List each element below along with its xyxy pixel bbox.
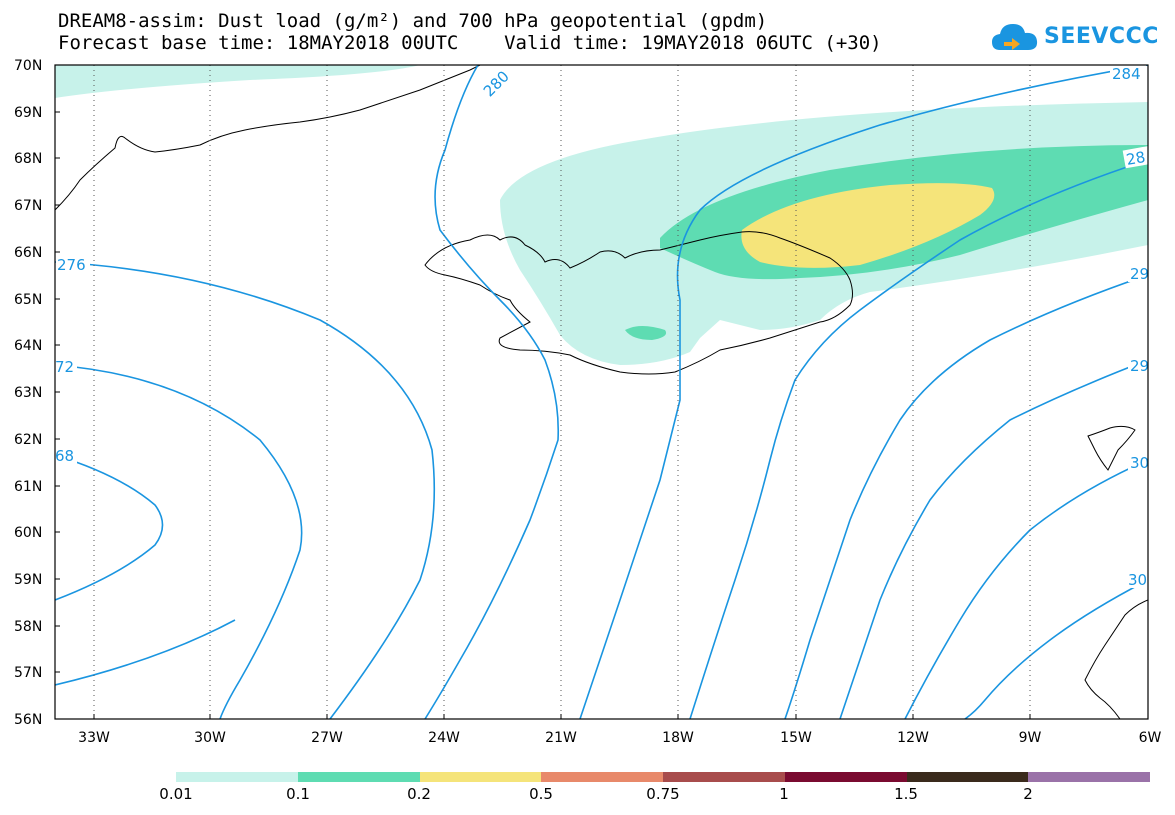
lon-label: 6W (1139, 730, 1162, 746)
lat-label: 70N (14, 58, 42, 74)
lon-label: 33W (78, 730, 110, 746)
dust-field-high (741, 183, 995, 268)
contour-label-292: 29 (1130, 265, 1149, 283)
contour-272 (55, 364, 303, 719)
colorbar-labels: 0.01 0.1 0.2 0.5 0.75 1 1.5 2 (0, 785, 1175, 805)
colorbar-label: 0.1 (286, 785, 310, 803)
contour-label-276: 276 (57, 256, 86, 274)
lat-label: 63N (14, 385, 42, 401)
greenland-coastline (55, 65, 481, 211)
lat-label: 67N (14, 198, 42, 214)
contour-304 (964, 579, 1148, 719)
logo-text: SEEVCCC (1044, 24, 1159, 49)
lat-labels: 70N 69N 68N 67N 66N 65N 64N 63N 62N 61N … (14, 58, 42, 728)
lon-label: 18W (662, 730, 694, 746)
faroe-islands-coastline (1087, 425, 1136, 471)
lat-label: 60N (14, 525, 42, 541)
geopotential-contours (55, 65, 1148, 719)
colorbar-segment (419, 772, 542, 782)
dust-field-top-left (55, 65, 420, 98)
lon-ticks (93, 714, 1031, 719)
contour-268 (55, 454, 164, 601)
lat-label: 61N (14, 479, 42, 495)
contour-label-288: 28 (1125, 148, 1147, 169)
header-times: Forecast base time: 18MAY2018 00UTC Vali… (58, 32, 882, 54)
contour-292 (784, 274, 1148, 719)
contour-label-300: 30 (1130, 454, 1149, 472)
colorbar-label: 0.2 (407, 785, 431, 803)
lon-label: 21W (545, 730, 577, 746)
contour-300 (904, 459, 1148, 719)
colorbar (176, 772, 1150, 782)
lon-label: 30W (194, 730, 226, 746)
contour-296 (839, 359, 1148, 719)
contour-284 (579, 65, 1148, 719)
colorbar-segment (1028, 772, 1150, 782)
seevccc-logo: SEEVCCC (990, 18, 1158, 58)
contour-label-272: 72 (55, 358, 74, 376)
lon-label: 9W (1019, 730, 1042, 746)
colorbar-segment (663, 772, 785, 782)
lat-label: 62N (14, 432, 42, 448)
colorbar-segment (784, 772, 907, 782)
lon-label: 27W (311, 730, 343, 746)
lat-label: 69N (14, 105, 42, 121)
lon-labels: 33W 30W 27W 24W 21W 18W 15W 12W 9W 6W (78, 730, 1161, 746)
lat-label: 57N (14, 665, 42, 681)
lon-label: 24W (428, 730, 460, 746)
scotland-coastline (1084, 599, 1148, 719)
colorbar-label: 1.5 (894, 785, 918, 803)
contour-264 (55, 619, 236, 686)
cloud-icon (992, 24, 1038, 50)
colorbar-segment (906, 772, 1029, 782)
colorbar-segment (176, 772, 298, 782)
lon-label: 12W (897, 730, 929, 746)
lat-label: 58N (14, 619, 42, 635)
dust-field-small (625, 326, 667, 340)
colorbar-label: 0.75 (646, 785, 680, 803)
colorbar-label: 0.01 (159, 785, 193, 803)
lat-ticks (55, 64, 60, 673)
colorbar-label: 0.5 (529, 785, 553, 803)
lat-label: 68N (14, 151, 42, 167)
lon-label: 15W (780, 730, 812, 746)
contour-label-284: 284 (1112, 65, 1141, 83)
iceland-coastline (424, 231, 853, 375)
contour-labels: 280 284 28 276 72 29 68 29 30 30 (55, 65, 1149, 589)
colorbar-label: 1 (779, 785, 789, 803)
colorbar-segment (541, 772, 663, 782)
map-header: DREAM8-assim: Dust load (g/m²) and 700 h… (58, 10, 882, 54)
contour-label-268: 68 (55, 447, 74, 465)
header-title: DREAM8-assim: Dust load (g/m²) and 700 h… (58, 10, 768, 32)
contour-280 (424, 65, 560, 719)
contour-label-304: 30 (1128, 571, 1147, 589)
lat-label: 65N (14, 292, 42, 308)
contour-288 (689, 159, 1148, 719)
map-grid (93, 65, 1031, 719)
colorbar-segment (297, 772, 420, 782)
contour-276 (55, 261, 436, 719)
lat-label: 56N (14, 712, 42, 728)
lat-label: 64N (14, 338, 42, 354)
colorbar-label: 2 (1023, 785, 1033, 803)
lat-label: 66N (14, 245, 42, 261)
lat-label: 59N (14, 572, 42, 588)
contour-label-296: 29 (1130, 357, 1149, 375)
